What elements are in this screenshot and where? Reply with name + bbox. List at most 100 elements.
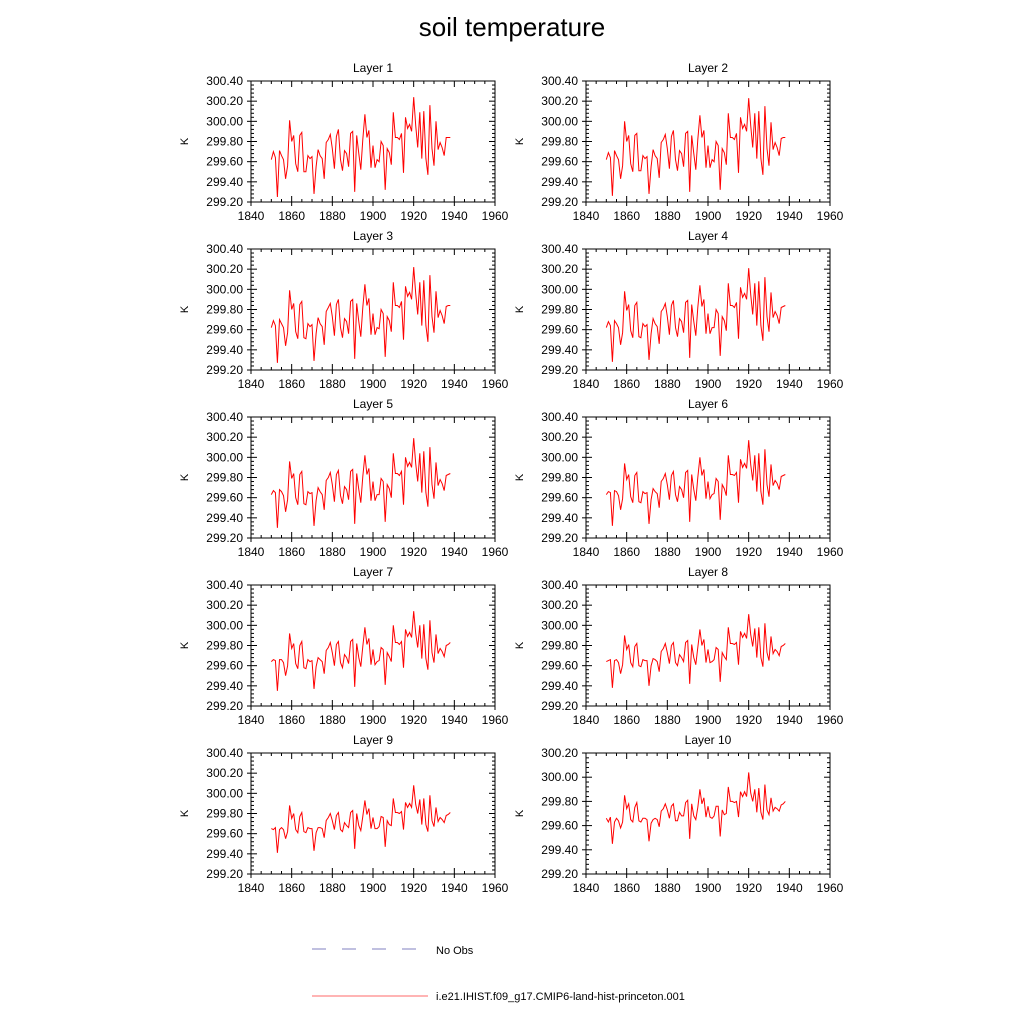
layer-2-ylabel: K (514, 137, 526, 145)
x-tick-label: 1900 (695, 377, 722, 391)
y-tick-label: 299.40 (206, 343, 243, 357)
x-tick-label: 1880 (654, 545, 681, 559)
x-tick-label: 1900 (360, 209, 387, 223)
y-tick-label: 300.40 (541, 578, 578, 592)
y-tick-label: 299.80 (206, 639, 243, 653)
layer-2-frame (585, 80, 831, 203)
y-tick-label: 299.20 (541, 531, 578, 545)
y-tick-label: 300.00 (541, 114, 578, 128)
layer-3-title: Layer 3 (353, 229, 393, 243)
y-tick-label: 299.40 (541, 343, 578, 357)
layer-1-series-line (270, 97, 451, 198)
y-tick-label: 300.00 (541, 450, 578, 464)
y-tick-label: 299.60 (206, 491, 243, 505)
x-tick-label: 1840 (238, 545, 265, 559)
y-tick-label: 300.40 (206, 746, 243, 760)
x-tick-label: 1960 (817, 209, 844, 223)
x-tick-label: 1940 (441, 881, 468, 895)
x-tick-label: 1960 (482, 545, 509, 559)
x-tick-label: 1840 (573, 545, 600, 559)
x-tick-label: 1840 (238, 881, 265, 895)
x-tick-label: 1860 (613, 713, 640, 727)
x-tick-label: 1940 (776, 377, 803, 391)
x-tick-label: 1920 (735, 377, 762, 391)
layer-2-series-line (605, 98, 786, 196)
y-tick-label: 299.20 (206, 531, 243, 545)
x-tick-label: 1940 (441, 209, 468, 223)
y-tick-label: 299.60 (206, 155, 243, 169)
y-tick-label: 299.60 (541, 323, 578, 337)
layer-8-ylabel: K (514, 641, 526, 649)
y-tick-label: 299.20 (541, 699, 578, 713)
y-tick-label: 299.60 (541, 155, 578, 169)
layer-7-series-line (270, 611, 451, 691)
x-tick-label: 1860 (278, 713, 305, 727)
x-tick-label: 1880 (319, 377, 346, 391)
y-tick-label: 299.20 (541, 363, 578, 377)
y-tick-label: 299.80 (541, 135, 578, 149)
x-tick-label: 1940 (776, 545, 803, 559)
x-tick-label: 1880 (654, 881, 681, 895)
x-tick-label: 1940 (441, 377, 468, 391)
x-tick-label: 1920 (735, 881, 762, 895)
y-tick-label: 299.20 (541, 867, 578, 881)
y-tick-label: 300.40 (541, 410, 578, 424)
y-tick-label: 300.00 (206, 450, 243, 464)
layer-7-ylabel: K (179, 641, 191, 649)
layer-3-ylabel: K (179, 305, 191, 313)
x-tick-label: 1960 (817, 545, 844, 559)
x-tick-label: 1860 (613, 545, 640, 559)
y-tick-label: 299.40 (541, 511, 578, 525)
y-tick-label: 300.40 (206, 578, 243, 592)
x-tick-label: 1840 (573, 713, 600, 727)
layer-4-frame (585, 248, 831, 371)
layer-2-title: Layer 2 (688, 61, 728, 75)
x-tick-label: 1960 (482, 713, 509, 727)
x-tick-label: 1840 (238, 713, 265, 727)
layer-3-series-line (270, 267, 451, 363)
x-tick-label: 1940 (441, 545, 468, 559)
layer-1-ylabel: K (179, 137, 191, 145)
x-tick-label: 1920 (400, 377, 427, 391)
layer-6-frame (585, 416, 831, 539)
y-tick-label: 299.80 (206, 807, 243, 821)
y-tick-label: 299.20 (206, 699, 243, 713)
x-tick-label: 1900 (695, 209, 722, 223)
y-tick-label: 300.20 (206, 430, 243, 444)
y-tick-label: 299.60 (206, 827, 243, 841)
y-tick-label: 300.20 (206, 262, 243, 276)
x-tick-label: 1880 (654, 713, 681, 727)
y-tick-label: 300.20 (541, 598, 578, 612)
y-tick-label: 299.80 (541, 303, 578, 317)
x-tick-label: 1900 (695, 881, 722, 895)
layer-9-title: Layer 9 (353, 733, 393, 747)
y-tick-label: 300.00 (206, 282, 243, 296)
x-tick-label: 1900 (695, 545, 722, 559)
layer-4-series-line (605, 268, 786, 362)
y-tick-label: 300.00 (206, 786, 243, 800)
y-tick-label: 299.40 (206, 175, 243, 189)
y-tick-label: 299.40 (206, 679, 243, 693)
y-tick-label: 299.60 (541, 659, 578, 673)
y-tick-label: 299.20 (206, 363, 243, 377)
y-tick-label: 300.40 (541, 74, 578, 88)
layer-9-series-line (271, 785, 451, 853)
x-tick-label: 1920 (400, 713, 427, 727)
x-tick-label: 1960 (817, 377, 844, 391)
x-tick-label: 1880 (654, 377, 681, 391)
x-tick-label: 1860 (613, 209, 640, 223)
layer-9-frame (250, 752, 496, 875)
y-tick-label: 300.20 (206, 94, 243, 108)
x-tick-label: 1880 (319, 545, 346, 559)
layer-8-frame (585, 584, 831, 707)
y-tick-label: 300.40 (206, 410, 243, 424)
y-tick-label: 300.20 (541, 430, 578, 444)
x-tick-label: 1960 (482, 377, 509, 391)
y-tick-label: 299.80 (206, 135, 243, 149)
layer-5-series-line (270, 438, 451, 528)
layer-5-title: Layer 5 (353, 397, 393, 411)
x-tick-label: 1860 (278, 377, 305, 391)
layer-10-series-line (605, 772, 786, 844)
y-tick-label: 299.80 (541, 794, 578, 808)
y-tick-label: 299.60 (541, 819, 578, 833)
